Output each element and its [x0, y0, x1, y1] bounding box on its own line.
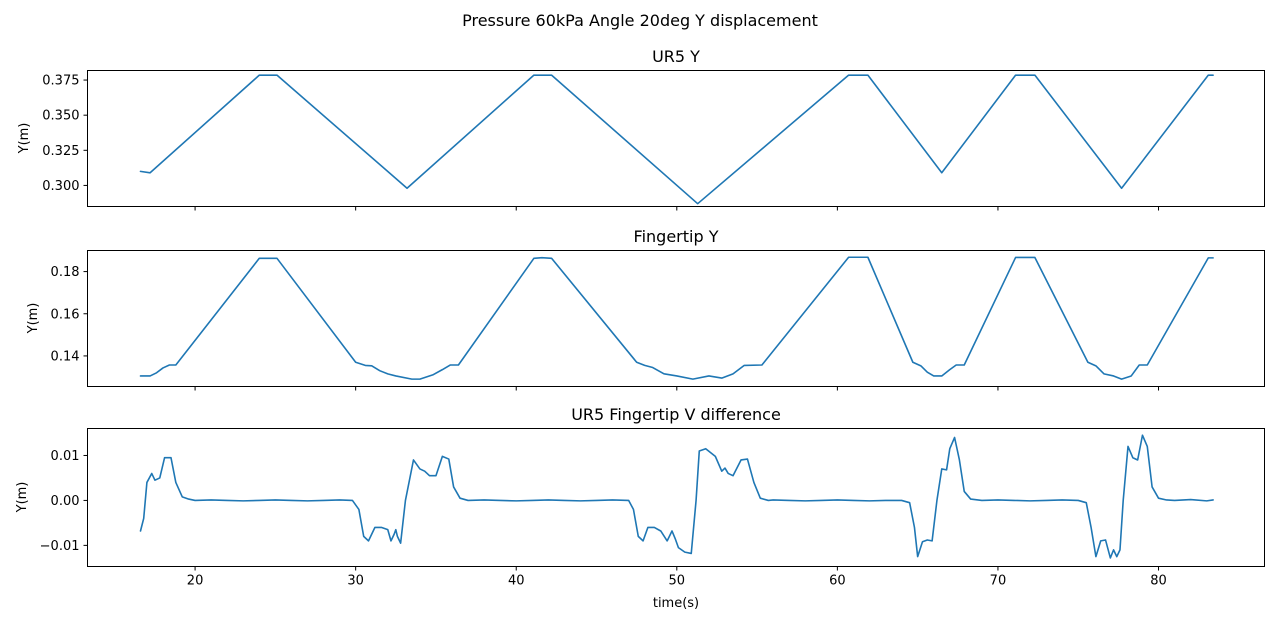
- x-axis-label: time(s): [653, 596, 699, 611]
- y-tick-label: 0.01: [51, 449, 80, 464]
- y-axis-ticks: −0.01 0.00 0.01: [40, 449, 88, 554]
- series-line: [139, 434, 1214, 559]
- plot-area: [139, 256, 1214, 380]
- figure-title: Pressure 60kPa Angle 20deg Y displacemen…: [462, 11, 818, 30]
- x-tick-label: 50: [669, 574, 686, 589]
- y-axis-ticks: 0.300 0.325 0.350 0.375: [42, 74, 88, 194]
- x-tick-label: 60: [829, 574, 846, 589]
- y-tick-label: 0.16: [51, 307, 80, 322]
- y-tick-label: 0.350: [42, 109, 79, 124]
- series-line: [139, 74, 1214, 205]
- plot-area: [139, 74, 1214, 205]
- x-axis-ticks: [194, 206, 1160, 211]
- y-axis-label: Y(m): [26, 303, 41, 335]
- x-axis-ticks: 20 30 40 50 60 70 80: [187, 566, 1167, 589]
- x-tick-label: 80: [1150, 574, 1167, 589]
- y-tick-label: 0.375: [42, 74, 79, 89]
- y-tick-label: 0.325: [42, 144, 79, 159]
- axes-frame: [87, 70, 1265, 207]
- y-tick-label: 0.00: [51, 494, 80, 509]
- subplot-title: UR5 Y: [652, 47, 700, 66]
- y-tick-label: −0.01: [40, 539, 80, 554]
- subplot-title: Fingertip Y: [634, 227, 719, 246]
- y-axis-ticks: 0.14 0.16 0.18: [51, 265, 88, 364]
- y-axis-label: Y(m): [15, 482, 30, 514]
- x-tick-label: 70: [990, 574, 1007, 589]
- subplot-title: UR5 Fingertip V difference: [571, 405, 781, 424]
- plot-area: [139, 434, 1214, 559]
- y-axis-label: Y(m): [17, 123, 32, 155]
- axes-frame: [87, 428, 1265, 567]
- y-tick-label: 0.300: [42, 179, 79, 194]
- axes-frame: [87, 250, 1265, 387]
- subplot-ur5-y: UR5 Y Y(m) 0.300 0.325 0.350 0.375: [17, 47, 1265, 211]
- subplot-ur5-fingertip-v-difference: UR5 Fingertip V difference Y(m) −0.01 0.0…: [15, 405, 1265, 611]
- y-tick-label: 0.14: [51, 349, 80, 364]
- x-tick-label: 40: [508, 574, 525, 589]
- x-tick-label: 20: [187, 574, 204, 589]
- y-tick-label: 0.18: [51, 265, 80, 280]
- series-line: [139, 256, 1214, 380]
- x-tick-label: 30: [347, 574, 364, 589]
- subplot-fingertip-y: Fingertip Y Y(m) 0.14 0.16 0.18: [26, 227, 1265, 391]
- x-axis-ticks: [194, 386, 1160, 391]
